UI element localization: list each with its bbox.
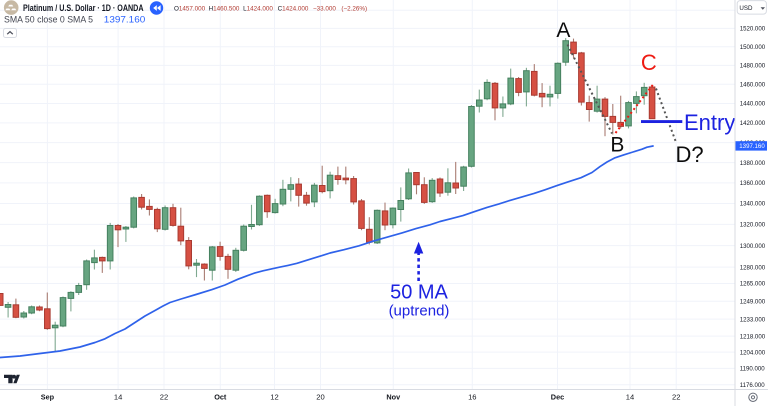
svg-text:1397.160: 1397.160	[104, 14, 146, 24]
svg-text:1440.000: 1440.000	[740, 101, 766, 108]
svg-text:Platinum / U.S. Dollar · 1D ·: Platinum / U.S. Dollar · 1D · OANDA	[23, 3, 144, 13]
svg-text:1249.000: 1249.000	[740, 298, 766, 305]
svg-text:−33.000: −33.000	[313, 5, 336, 12]
svg-text:1233.000: 1233.000	[740, 316, 766, 323]
svg-text:14: 14	[626, 392, 634, 401]
svg-text:1300.000: 1300.000	[740, 243, 766, 250]
svg-text:1420.000: 1420.000	[740, 120, 766, 127]
svg-text:12: 12	[270, 392, 278, 401]
svg-text:1320.000: 1320.000	[740, 222, 766, 229]
svg-text:USD: USD	[739, 5, 753, 12]
svg-text:D?: D?	[675, 142, 703, 167]
svg-text:22: 22	[160, 392, 168, 401]
svg-text:1397.160: 1397.160	[739, 143, 765, 150]
svg-text:50 MA: 50 MA	[390, 282, 448, 304]
svg-text:O1457.000: O1457.000	[174, 5, 206, 12]
svg-text:1380.000: 1380.000	[740, 160, 766, 167]
svg-text:B: B	[610, 133, 624, 156]
svg-text:1520.000: 1520.000	[740, 26, 766, 33]
svg-text:H1460.500: H1460.500	[209, 5, 240, 12]
svg-text:(−2.26%): (−2.26%)	[341, 5, 367, 12]
svg-text:1360.000: 1360.000	[740, 180, 766, 187]
svg-text:1500.000: 1500.000	[740, 44, 766, 51]
svg-text:1280.000: 1280.000	[740, 264, 766, 271]
svg-text:1460.000: 1460.000	[740, 82, 766, 89]
svg-text:Oct: Oct	[214, 392, 227, 401]
svg-text:Nov: Nov	[386, 392, 401, 401]
svg-text:A: A	[556, 19, 570, 42]
svg-text:Entry: Entry	[684, 110, 735, 135]
svg-text:14: 14	[114, 392, 122, 401]
svg-text:1204.000: 1204.000	[740, 349, 766, 356]
svg-text:20: 20	[316, 392, 324, 401]
svg-text:1218.000: 1218.000	[740, 333, 766, 340]
svg-text:Sep: Sep	[41, 392, 55, 401]
svg-text:16: 16	[468, 392, 476, 401]
svg-text:1190.000: 1190.000	[740, 366, 766, 373]
svg-text:L1424.000: L1424.000	[243, 5, 273, 12]
svg-text:1176.000: 1176.000	[740, 382, 766, 389]
svg-text:22: 22	[672, 392, 680, 401]
svg-text:C: C	[641, 50, 657, 75]
svg-text:(uptrend): (uptrend)	[389, 303, 450, 320]
svg-text:1340.000: 1340.000	[740, 201, 766, 208]
svg-text:1480.000: 1480.000	[740, 63, 766, 70]
svg-text:Dec: Dec	[551, 392, 564, 401]
svg-text:C1424.000: C1424.000	[278, 5, 309, 12]
svg-text:SMA 50 close 0 SMA 5: SMA 50 close 0 SMA 5	[4, 14, 93, 24]
svg-text:1265.000: 1265.000	[740, 281, 766, 288]
